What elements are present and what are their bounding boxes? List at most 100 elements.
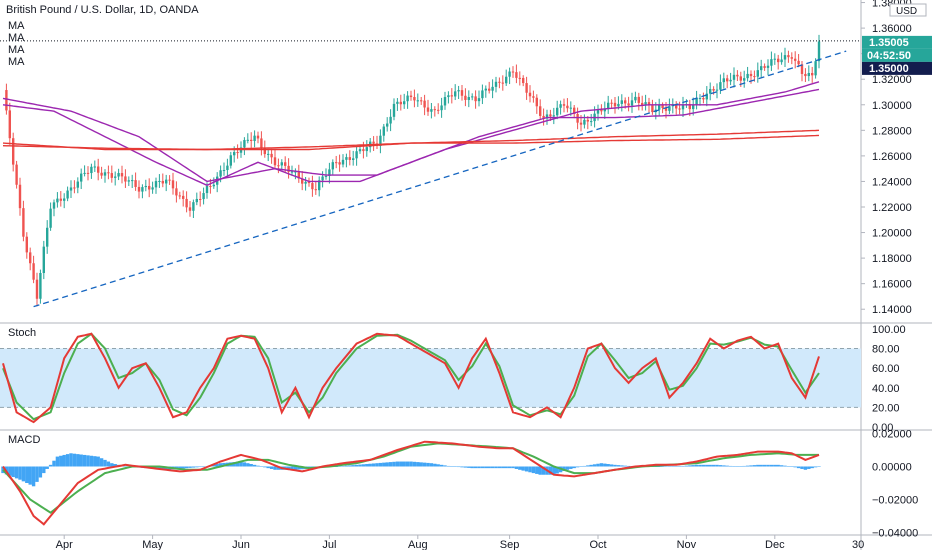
macd-tick-label: 0.02000 [872,428,912,440]
histogram-bar [579,466,583,467]
candle-up [151,187,154,190]
candle-up [692,104,695,110]
candle-up [382,126,385,136]
candle-down [409,95,413,98]
macd-title: MACD [8,434,41,446]
stoch-tick-label: 100.00 [872,324,906,336]
histogram-bar [783,465,787,467]
histogram-bar [766,464,770,467]
candle-up [253,135,256,141]
histogram-bar [113,464,117,467]
candle-down [97,166,100,173]
histogram-bar [178,466,182,469]
histogram-bar [18,466,22,480]
candle-down [688,104,691,110]
histogram-bar [552,466,556,475]
histogram-bar [86,455,90,467]
histogram-bar [480,466,485,469]
histogram-bar [103,459,107,467]
candle-up [773,58,776,60]
histogram-bar [157,466,162,470]
histogram-bar [722,465,726,467]
histogram-bar [215,464,219,467]
candle-down [474,96,477,102]
candle-down [433,109,436,111]
candle-up [471,96,474,98]
histogram-bar [412,461,417,467]
candle-up [141,187,144,192]
candle-down [124,176,127,182]
histogram-bar [365,464,369,467]
candle-down [273,157,277,166]
candle-up [719,82,722,90]
candle-down [338,162,341,165]
candle-down [460,90,464,96]
candle-down [702,97,705,100]
candle-up [358,149,362,152]
histogram-bar [504,466,508,469]
histogram-bar [728,465,733,467]
histogram-bar [422,462,427,467]
histogram-bar [235,461,240,467]
candle-down [498,81,501,83]
candle-down [535,97,538,107]
candle-down [107,172,110,174]
histogram-bar [21,466,26,482]
candle-up [294,171,297,173]
histogram-bar [65,454,70,467]
histogram-bar [99,458,104,467]
histogram-bar [123,466,128,467]
candle-down [641,102,644,105]
symbol-title: British Pound / U.S. Dollar, 1D, OANDA [6,4,199,16]
histogram-bar [538,466,542,475]
histogram-bar [11,466,15,478]
candle-up [644,102,647,105]
histogram-bar [436,464,440,467]
histogram-bar [191,466,196,468]
histogram-bar [762,464,767,467]
candle-up [743,78,746,81]
last-price-text: 1.35005 [869,37,909,49]
candle-up [681,104,685,110]
histogram-bar [575,466,580,468]
histogram-bar [654,466,658,467]
candle-up [355,151,358,159]
histogram-bar [616,465,621,467]
candle-down [263,147,266,155]
candle-up [127,180,130,182]
candle-down [464,95,467,100]
histogram-bar [572,466,576,469]
candle-down [562,104,566,106]
candle-down [501,82,504,84]
candle-up [396,101,399,104]
candle-down [627,103,630,106]
histogram-bar [409,461,413,467]
candle-up [746,73,749,79]
candle-down [790,57,793,59]
candle-down [664,108,668,111]
histogram-bar [25,466,29,483]
candle-up [477,98,481,102]
candle-up [403,101,406,105]
candle-up [226,165,229,171]
candle-up [331,162,334,170]
histogram-bar [8,466,12,476]
candle-up [620,100,623,104]
candle-up [290,171,294,173]
candle-down [260,138,263,148]
histogram-bar [732,466,736,467]
candle-down [134,180,137,187]
histogram-bar [565,466,570,470]
histogram-bar [735,466,740,467]
candle-down [811,73,814,76]
macd-signal-line [2,442,819,514]
histogram-bar [800,466,804,469]
price-tick-label: 1.26000 [872,151,912,163]
histogram-bar [293,466,298,470]
candle-up [318,180,321,191]
candle-down [539,106,542,116]
stoch-tick-label: 40.00 [872,383,900,395]
candle-up [233,152,236,156]
